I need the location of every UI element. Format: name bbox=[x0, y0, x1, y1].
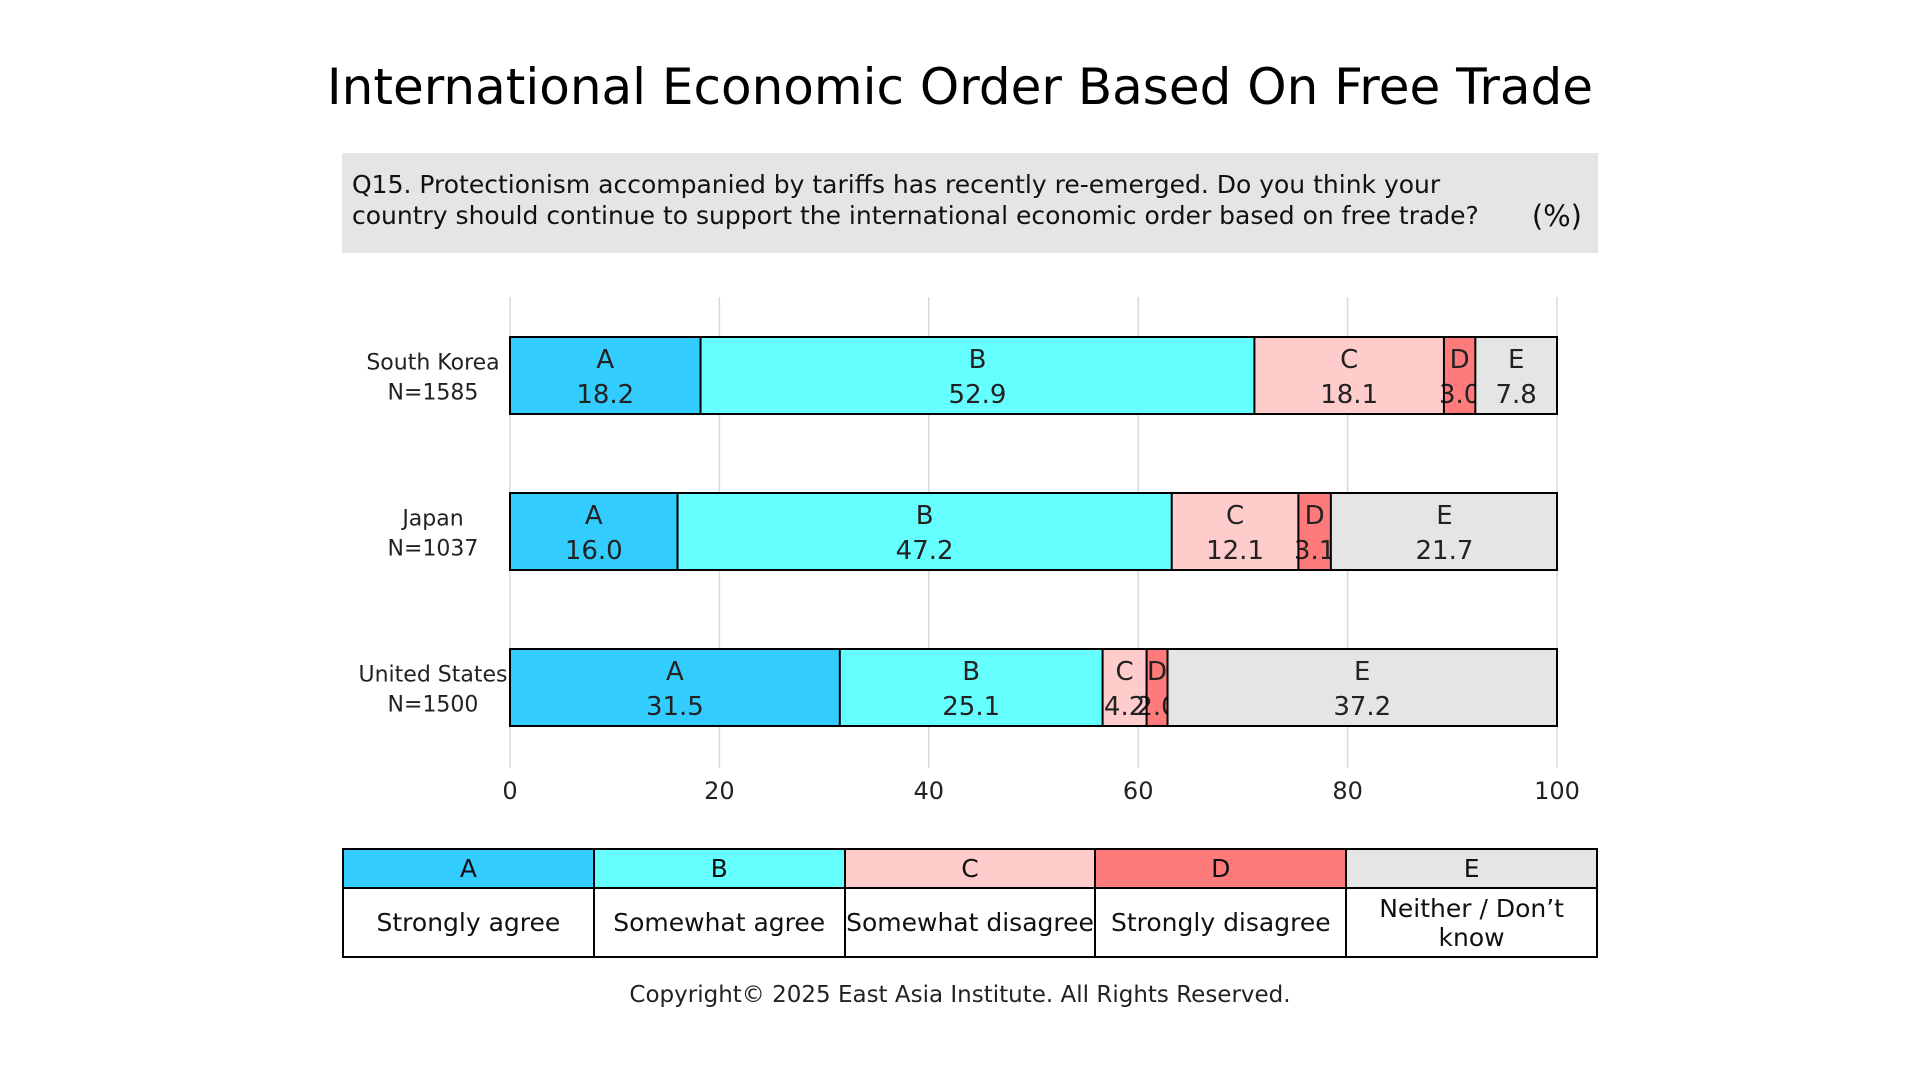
segment-code-label: C bbox=[1226, 501, 1244, 531]
bar-segment bbox=[1146, 649, 1168, 726]
bar-segment bbox=[510, 337, 701, 414]
copyright-text: Copyright© 2025 East Asia Institute. All… bbox=[629, 982, 1291, 1008]
legend-label-d: Strongly disagree bbox=[1094, 887, 1348, 958]
segment-code-label: A bbox=[585, 501, 603, 531]
category-n-label: N=1037 bbox=[388, 537, 479, 562]
segment-code-label: E bbox=[1354, 657, 1370, 687]
segment-value-label: 21.7 bbox=[1416, 536, 1474, 566]
segment-value-label: 4.2 bbox=[1104, 692, 1145, 722]
legend-code-a: A bbox=[342, 848, 595, 889]
bar-segment bbox=[677, 493, 1172, 570]
x-tick-label: 0 bbox=[502, 777, 517, 805]
question-text: Q15. Protectionism accompanied by tariff… bbox=[352, 170, 1479, 230]
bar-segment bbox=[1171, 493, 1299, 570]
legend-label-e: Neither / Don’t know bbox=[1345, 887, 1598, 958]
legend-code-c: C bbox=[843, 848, 1097, 889]
bar-segment bbox=[1254, 337, 1444, 414]
segment-value-label: 31.5 bbox=[646, 692, 704, 722]
legend-table: A B C D E Strongly agree Somewhat agree … bbox=[342, 848, 1598, 958]
bar-outline bbox=[509, 492, 1558, 571]
segment-value-label: 3.0 bbox=[1439, 380, 1480, 410]
segment-value-label: 7.8 bbox=[1495, 380, 1536, 410]
segment-value-label: 18.1 bbox=[1320, 380, 1378, 410]
legend-code-b: B bbox=[592, 848, 846, 889]
x-tick-label: 20 bbox=[704, 777, 735, 805]
category-n-label: N=1500 bbox=[388, 693, 479, 718]
legend-label-a: Strongly agree bbox=[342, 887, 595, 958]
segment-value-label: 47.2 bbox=[896, 536, 954, 566]
legend-code-d: D bbox=[1094, 848, 1348, 889]
segment-code-label: C bbox=[1116, 657, 1134, 687]
chart-title: International Economic Order Based On Fr… bbox=[326, 58, 1594, 116]
bar-outline bbox=[509, 648, 1558, 727]
segment-code-label: C bbox=[1340, 345, 1358, 375]
bar-segment bbox=[510, 493, 678, 570]
segment-value-label: 12.1 bbox=[1206, 536, 1264, 566]
segment-value-label: 16.0 bbox=[565, 536, 623, 566]
segment-code-label: D bbox=[1305, 501, 1325, 531]
x-tick-label: 40 bbox=[914, 777, 945, 805]
segment-code-label: B bbox=[916, 501, 934, 531]
category-label: Japan bbox=[400, 507, 463, 532]
segment-code-label: A bbox=[596, 345, 614, 375]
segment-code-label: E bbox=[1508, 345, 1524, 375]
bar-segment bbox=[1475, 337, 1557, 414]
legend-label-b: Somewhat agree bbox=[592, 887, 846, 958]
segment-code-label: A bbox=[666, 657, 684, 687]
bar-segment bbox=[700, 337, 1255, 414]
segment-value-label: 25.1 bbox=[942, 692, 1000, 722]
bar-outline bbox=[509, 336, 1558, 415]
x-tick-label: 80 bbox=[1332, 777, 1363, 805]
unit-label: (%) bbox=[1531, 199, 1582, 233]
category-label: United States bbox=[359, 663, 508, 688]
bar-segment bbox=[1443, 337, 1476, 414]
bar-segment bbox=[1298, 493, 1331, 570]
segment-value-label: 18.2 bbox=[576, 380, 634, 410]
legend-code-e: E bbox=[1345, 848, 1598, 889]
segment-value-label: 3.1 bbox=[1294, 536, 1335, 566]
bar-segment bbox=[510, 649, 840, 726]
segment-code-label: B bbox=[962, 657, 980, 687]
segment-value-label: 52.9 bbox=[949, 380, 1007, 410]
segment-code-label: D bbox=[1147, 657, 1167, 687]
bar-segment bbox=[1167, 649, 1557, 726]
x-tick-label: 60 bbox=[1123, 777, 1154, 805]
bar-segment bbox=[1330, 493, 1559, 570]
category-n-label: N=1585 bbox=[388, 381, 479, 406]
bar-segment bbox=[839, 649, 1103, 726]
legend-label-c: Somewhat disagree bbox=[843, 887, 1097, 958]
bar-segment bbox=[1102, 649, 1147, 726]
segment-code-label: B bbox=[969, 345, 987, 375]
category-label: South Korea bbox=[366, 351, 499, 376]
segment-code-label: D bbox=[1450, 345, 1470, 375]
segment-value-label: 37.2 bbox=[1333, 692, 1391, 722]
question-box: Q15. Protectionism accompanied by tariff… bbox=[342, 153, 1598, 253]
segment-code-label: E bbox=[1436, 501, 1452, 531]
x-tick-label: 100 bbox=[1534, 777, 1580, 805]
